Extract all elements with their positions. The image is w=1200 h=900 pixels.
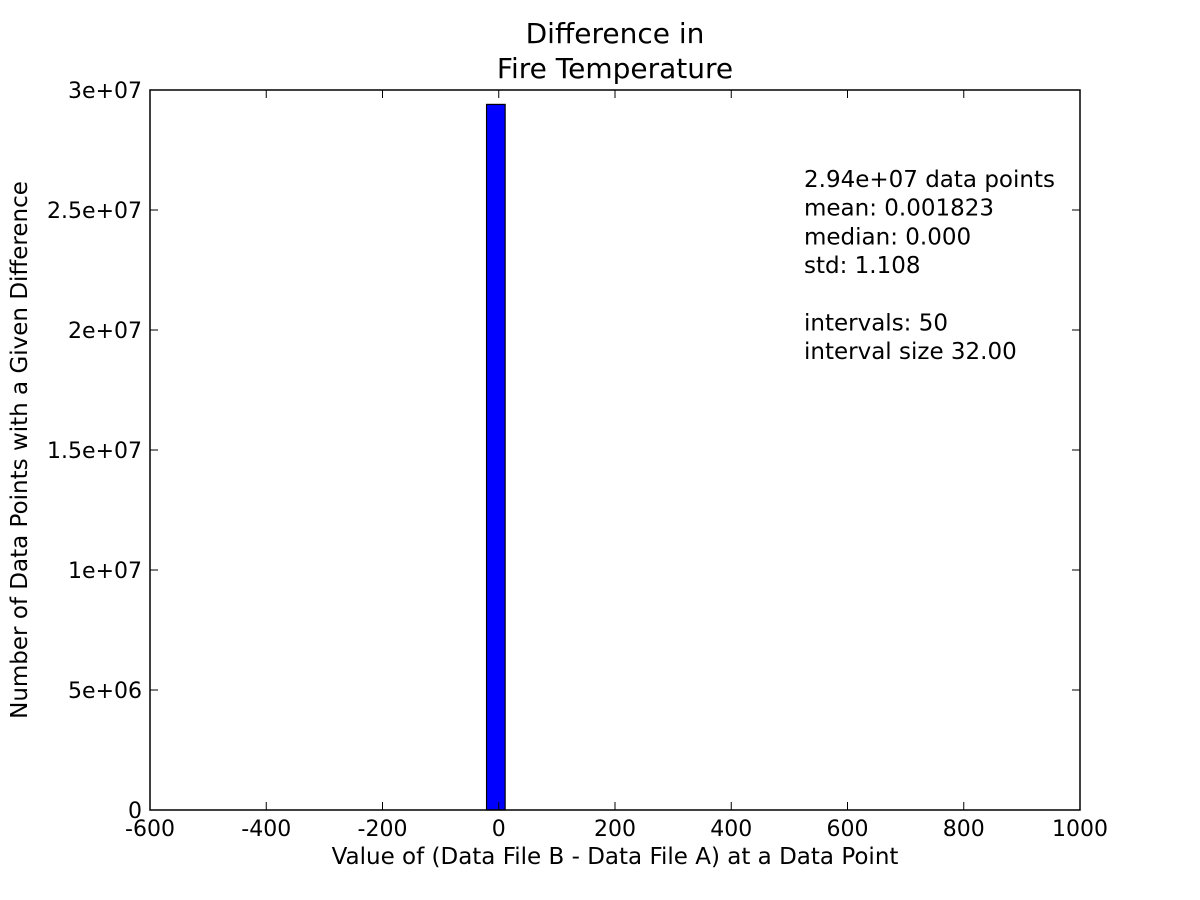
x-axis-label: Value of (Data File B - Data File A) at … (332, 844, 899, 870)
stats-line-2: median: 0.000 (804, 224, 971, 250)
y-tick-label-3: 1.5e+07 (47, 439, 142, 464)
stats-line-6: interval size 32.00 (804, 339, 1017, 365)
histogram-bar-0 (485, 103, 506, 811)
x-tick-label-1: -400 (241, 817, 291, 842)
stats-line-3: std: 1.108 (804, 253, 921, 279)
x-tick-label-7: 800 (943, 817, 985, 842)
stats-line-1: mean: 0.001823 (804, 196, 994, 222)
y-tick-label-4: 2e+07 (68, 319, 142, 344)
plot-frame (149, 89, 1081, 811)
tick-labels-group: -600 -400 -200 0 200 400 600 800 1000 0 5e+06 1e+07… (47, 79, 1108, 842)
stats-annotation: 2.94e+07 data points mean: 0.001823median… (804, 167, 1055, 365)
x-tick-label-3: 0 (492, 817, 506, 842)
x-tick-label-5: 400 (710, 817, 752, 842)
x-tick-label-8: 1000 (1052, 817, 1108, 842)
bars-group (485, 103, 506, 811)
x-tick-label-2: -200 (358, 817, 408, 842)
x-tick-label-0: -600 (125, 817, 175, 842)
x-tick-label-4: 200 (594, 817, 636, 842)
y-tick-label-1: 5e+06 (68, 679, 142, 704)
chart-title-line-1: Difference in (526, 17, 705, 50)
y-tick-label-0: 0 (128, 799, 142, 824)
x-tick-label-6: 600 (827, 817, 869, 842)
y-tick-label-5: 2.5e+07 (47, 199, 142, 224)
stats-line-5: intervals: 50 (804, 311, 948, 337)
y-axis-label: Number of Data Points with a Given Diffe… (7, 181, 33, 719)
stats-line-0: 2.94e+07 data points (804, 167, 1055, 193)
y-tick-label-6: 3e+07 (68, 79, 142, 104)
chart-title-line-2: Fire Temperature (497, 52, 733, 85)
y-tick-label-2: 1e+07 (68, 559, 142, 584)
